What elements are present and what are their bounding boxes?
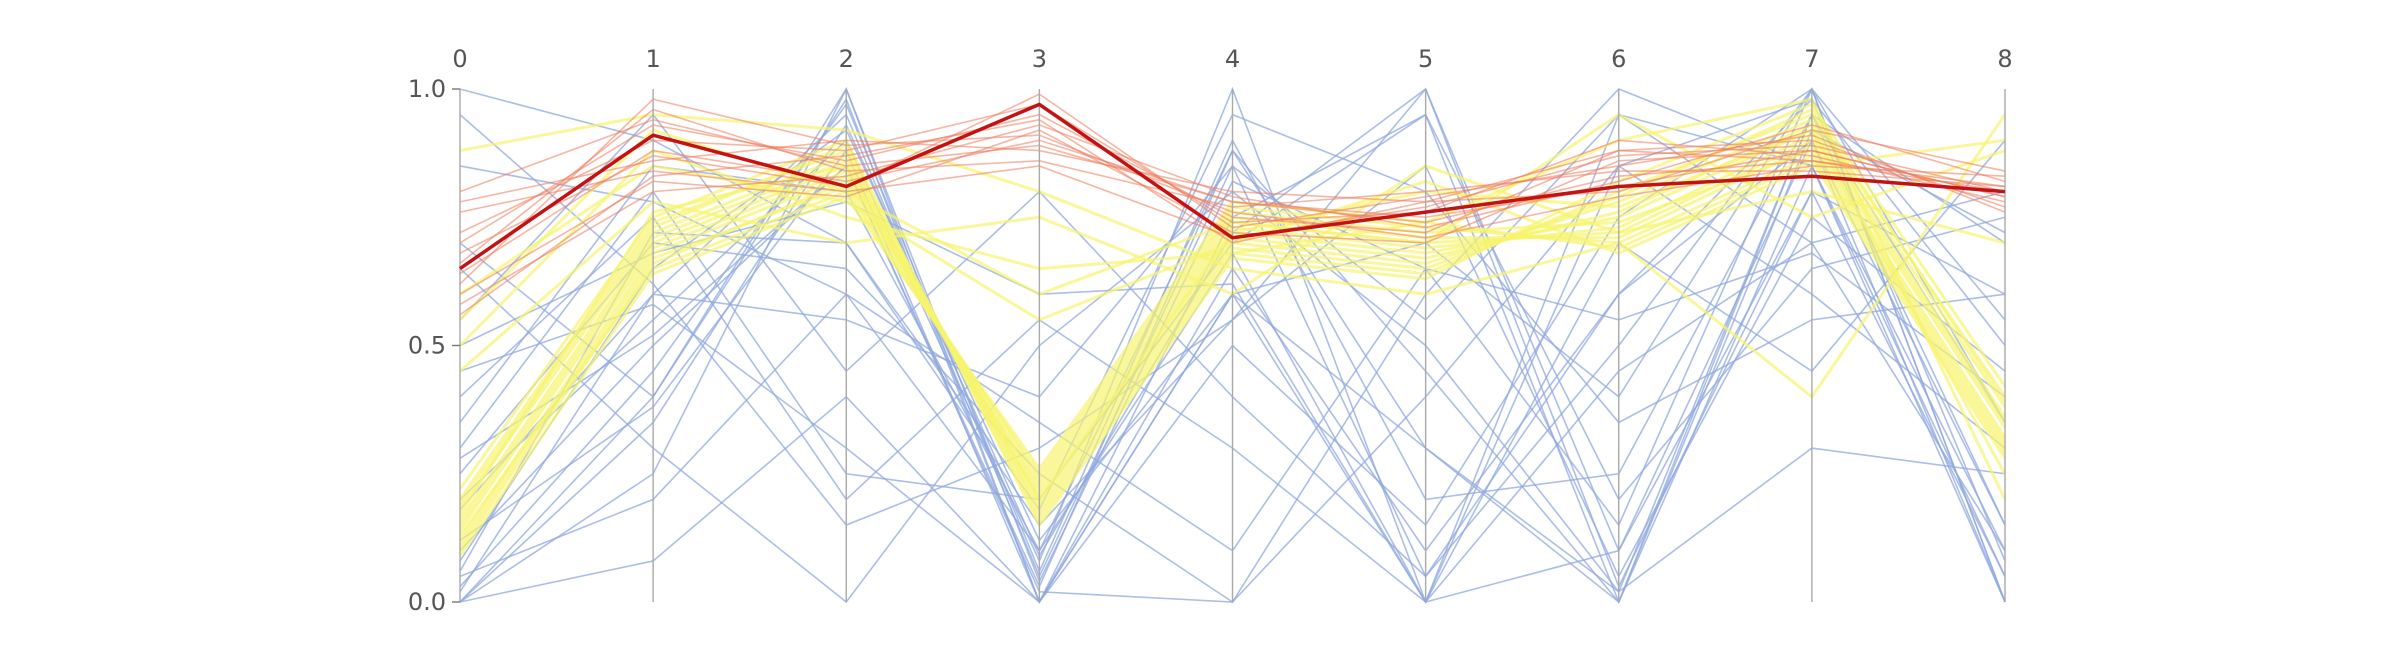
axis-labels: 0.0 0.5 1.00 1 2 3 4 5 6 7 8	[408, 45, 2013, 616]
axis-label-1: 1	[645, 45, 660, 73]
ytick-label-0.5: 0.5	[408, 332, 446, 360]
axis-label-7: 7	[1804, 45, 1819, 73]
ytick-label-0.0: 0.0	[408, 588, 446, 616]
highlight-series	[459, 102, 2006, 270]
axis-label-5: 5	[1418, 45, 1433, 73]
axis-label-6: 6	[1611, 45, 1626, 73]
axis-label-3: 3	[1032, 45, 1047, 73]
axis-label-4: 4	[1225, 45, 1240, 73]
ytick-label-1.0: 1.0	[408, 75, 446, 103]
highlight-line	[459, 102, 2006, 270]
axis-label-8: 8	[1997, 45, 2012, 73]
axis-label-0: 0	[452, 45, 467, 73]
axis-label-2: 2	[839, 45, 854, 73]
